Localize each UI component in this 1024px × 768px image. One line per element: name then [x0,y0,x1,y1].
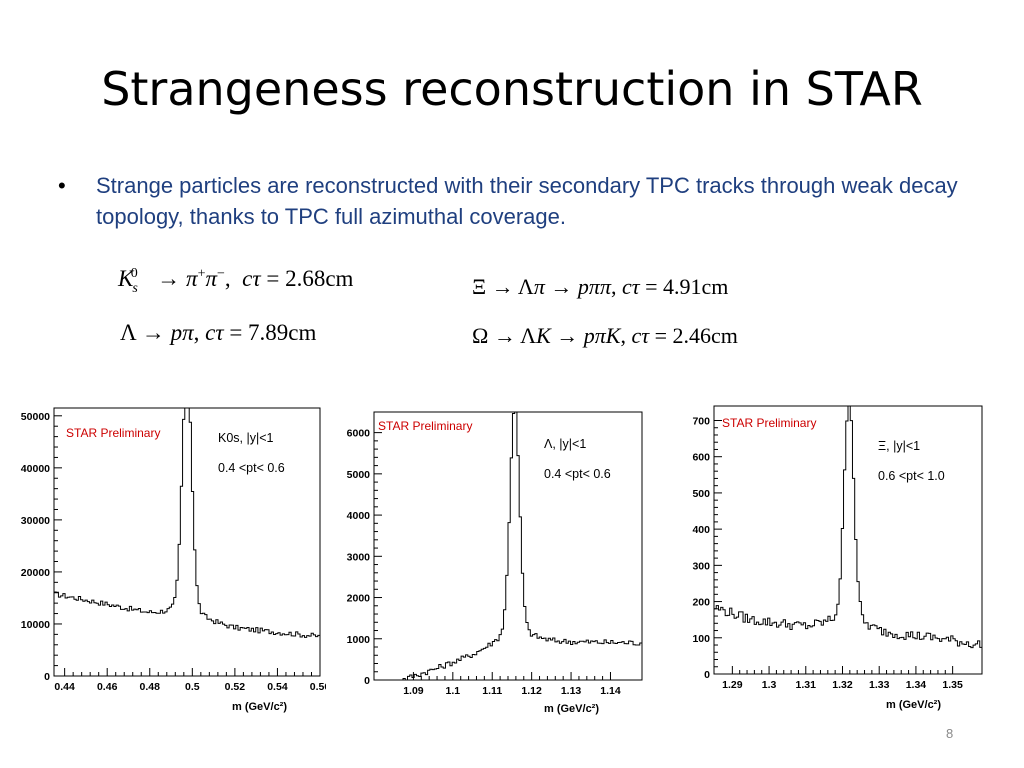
y-tick-label: 40000 [21,463,50,475]
y-tick-label: 1000 [347,634,371,646]
y-tick-label: 100 [692,633,710,645]
chart-lambda: 0 1000 2000 3000 4000 5000 6000 1.09 1.1 1.11 1.12… [330,408,650,720]
chart-xi: 0 100 200 300 400 500 600 700 1.29 1.3 1.31 1.32 1.3… [668,402,988,718]
x-tick-label: 1.31 [796,679,817,691]
annotation-pt-range: 0.4 <pt< 0.6 [218,461,285,475]
star-preliminary-label: STAR Preliminary [66,426,160,440]
x-tick-label: 0.48 [140,681,161,693]
x-tick-label: 1.3 [762,679,777,691]
x-tick-label: 0.56 [310,681,326,693]
annotation-particle: Ξ, |y|<1 [878,439,920,453]
y-tick-label: 2000 [347,593,371,605]
y-tick-label: 50000 [21,411,50,423]
y-tick-label: 0 [704,669,710,681]
histogram-line [714,405,982,649]
x-axis-label: m (GeV/c²) [544,703,599,715]
y-tick-label: 30000 [21,515,50,527]
y-tick-label: 3000 [347,551,371,563]
star-preliminary-label: STAR Preliminary [378,419,472,433]
x-tick-label: 1.35 [942,679,963,691]
y-tick-label: 6000 [347,428,371,440]
y-tick-label: 20000 [21,567,50,579]
x-axis-label: m (GeV/c²) [232,701,287,713]
x-tick-label: 0.5 [185,681,200,693]
chart-k0s: 0 10000 20000 30000 40000 50000 0.44 0.46 0.48 0.… [6,404,326,720]
x-tick-label: 1.11 [482,685,502,697]
x-tick-label: 1.1 [446,685,461,697]
x-tick-label: 1.32 [832,679,853,691]
x-tick-label: 1.29 [722,679,743,691]
y-tick-label: 10000 [21,619,50,631]
x-tick-label: 1.33 [869,679,890,691]
y-tick-label: 700 [692,415,710,427]
y-tick-label: 600 [692,452,710,464]
y-tick-label: 4000 [347,510,371,522]
chart-k0s-svg: 0 10000 20000 30000 40000 50000 0.44 0.46 0.48 0.… [21,407,326,713]
plot-frame [53,407,321,677]
bullet-text: Strange particles are reconstructed with… [96,173,958,229]
x-tick-label: 1.14 [600,685,621,697]
annotation-pt-range: 0.6 <pt< 1.0 [878,469,945,483]
x-tick-label: 0.44 [54,681,75,693]
x-tick-label: 0.54 [267,681,288,693]
equation-lambda: Λ → pπ, cτ = 7.89cm [120,320,317,345]
slide-title: Strangeness reconstruction in STAR [101,62,923,116]
annotation-particle: Λ, |y|<1 [544,437,586,451]
chart-xi-svg: 0 100 200 300 400 500 600 700 1.29 1.3 1.31 1.32 1.3… [692,405,983,711]
y-tick-label: 5000 [347,469,371,481]
bullet-dot: • [58,173,66,198]
x-tick-label: 0.52 [225,681,246,693]
equation-omega: Ω → ΛK → pπK, cτ = 2.46cm [472,323,738,348]
x-tick-label: 1.09 [403,685,424,697]
y-tick-label: 300 [692,560,710,572]
star-preliminary-label: STAR Preliminary [722,416,816,430]
x-tick-label: 1.34 [906,679,927,691]
y-tick-label: 200 [692,597,710,609]
annotation-pt-range: 0.4 <pt< 0.6 [544,467,611,481]
y-tick-label: 500 [692,488,710,500]
chart-lambda-svg: 0 1000 2000 3000 4000 5000 6000 1.09 1.1 1.11 1.12… [347,411,643,715]
histogram-line [374,411,642,681]
equation-xi: Ξ → Λπ → pππ, cτ = 4.91cm [472,274,729,299]
plot-frame [713,405,983,675]
x-tick-label: 0.46 [97,681,118,693]
x-tick-label: 1.13 [561,685,582,697]
y-tick-label: 0 [364,675,370,687]
page-number: 8 [946,726,954,741]
equation-k0s: Ks0 → π+π−, cτ = 2.68cm [118,266,354,296]
annotation-particle: K0s, |y|<1 [218,431,274,445]
histogram-line [54,407,320,638]
x-tick-label: 1.12 [521,685,542,697]
y-tick-label: 0 [44,671,50,683]
y-tick-label: 400 [692,524,710,536]
x-axis-label: m (GeV/c²) [886,699,941,711]
